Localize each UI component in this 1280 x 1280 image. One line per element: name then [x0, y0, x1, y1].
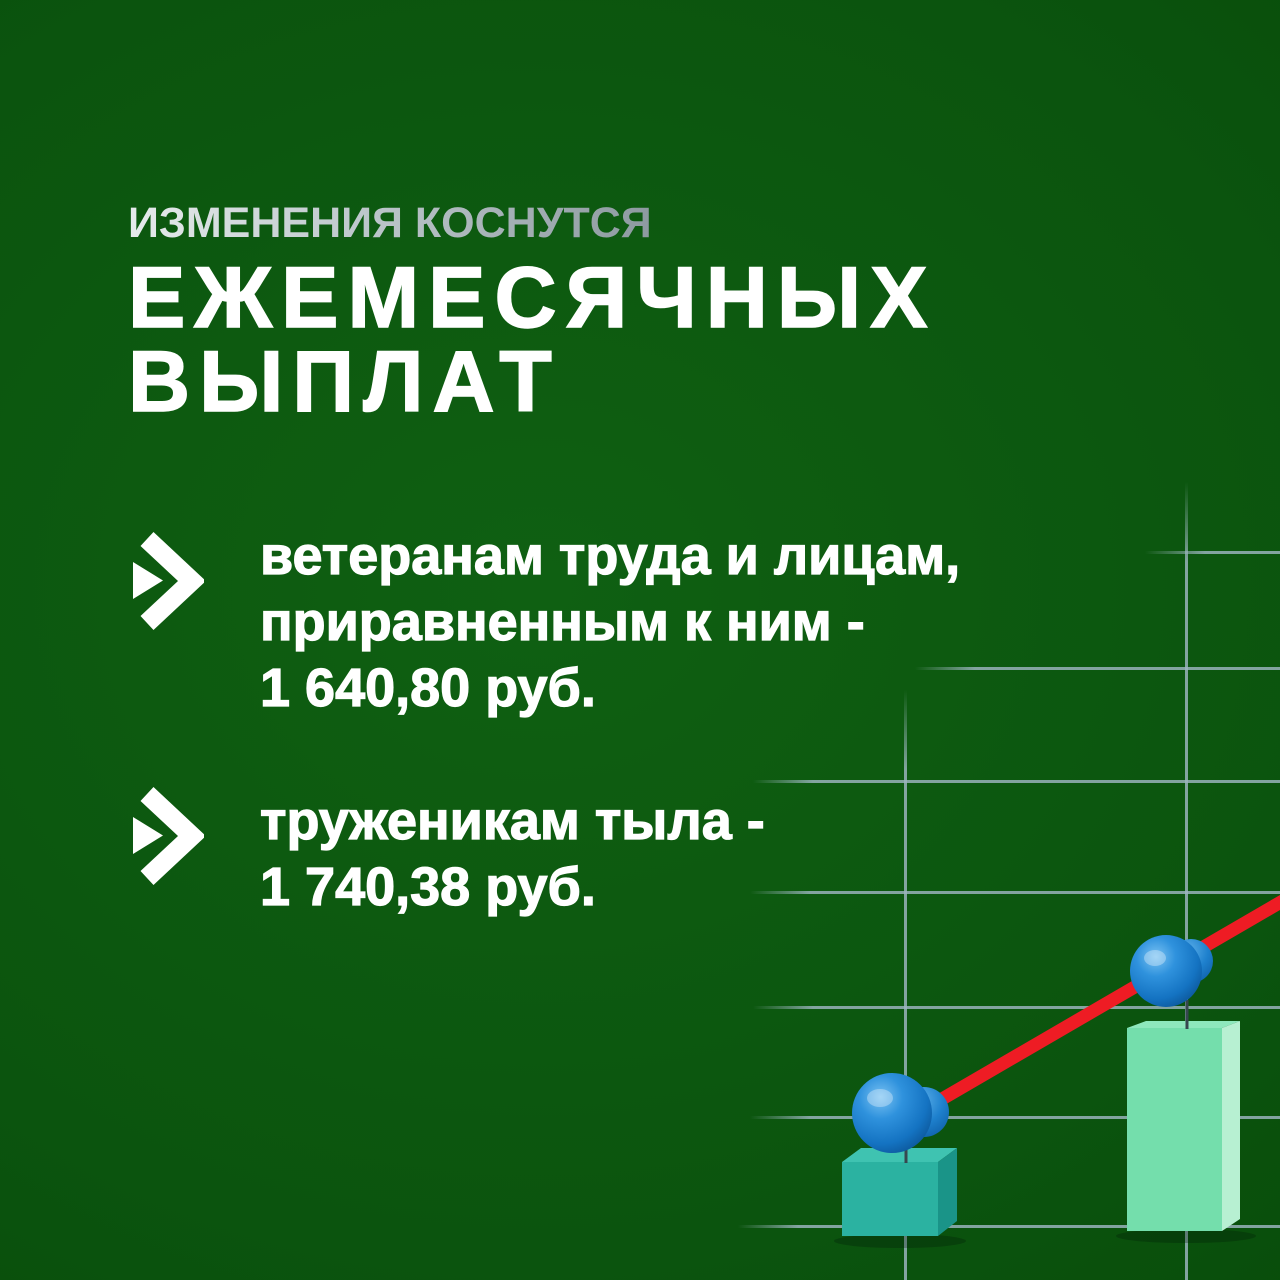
bullet-veterans: ветеранам труда и лицам, приравненным к …	[259, 523, 961, 721]
gridline-vertical	[1185, 482, 1188, 1280]
page-title: ЕЖЕМЕСЯЧНЫХ ВЫПЛАТ	[127, 250, 937, 430]
bullet-home-front-workers: труженикам тыла - 1 740,38 руб.	[259, 788, 765, 920]
bar-shadows	[834, 1229, 1256, 1248]
gridline-horizontal	[753, 780, 1280, 783]
gridline-horizontal	[738, 1225, 1280, 1228]
page-title-line1: ЕЖЕМЕСЯЧНЫХ	[127, 250, 937, 346]
gridline-horizontal	[750, 1116, 1280, 1119]
double-chevron-icon	[133, 532, 204, 630]
gridline-horizontal	[915, 667, 1280, 670]
bullet-veterans-line2: приравненным к ним -	[259, 591, 865, 652]
kicker-text: ИЗМЕНЕНИЯ КОСНУТСЯ	[128, 199, 652, 247]
trend-line	[923, 894, 1280, 1113]
gridline-vertical	[904, 690, 907, 1280]
page-title-line2: ВЫПЛАТ	[127, 334, 561, 430]
bullet-veterans-amount: 1 640,80 руб.	[259, 657, 596, 718]
bullet-veterans-line1: ветеранам труда и лицам,	[259, 525, 961, 586]
pushpin-left	[852, 1073, 949, 1153]
bullet-home-front-amount: 1 740,38 руб.	[259, 856, 596, 917]
pushpin-ball	[1130, 935, 1202, 1007]
bar-small	[842, 1138, 957, 1236]
gridline-horizontal	[750, 891, 1280, 894]
pushpin-right	[1130, 935, 1213, 1007]
pushpin-ball	[852, 1073, 932, 1153]
double-chevron-icon	[133, 787, 204, 885]
bar-tall	[1127, 1000, 1240, 1231]
gridline-horizontal	[753, 1006, 1280, 1009]
bullet-home-front-line1: труженикам тыла -	[259, 790, 765, 851]
gridline-horizontal	[1145, 551, 1280, 554]
